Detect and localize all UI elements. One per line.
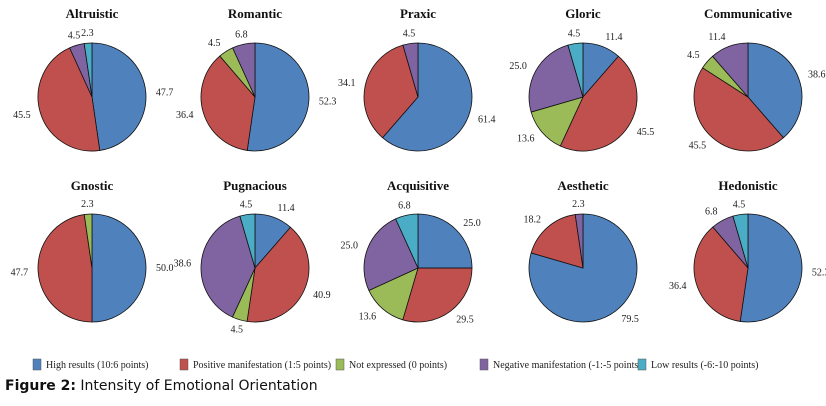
data-label: 25.0: [463, 218, 481, 229]
pie-slice: [83, 42, 93, 98]
pie-slice: [402, 267, 473, 323]
data-label: 4.5: [68, 31, 81, 42]
caption-label: Figure 2:: [5, 378, 76, 394]
pie-title: Romantic: [228, 6, 282, 21]
data-label: 36.4: [176, 110, 194, 121]
data-label: 45.5: [637, 127, 655, 138]
pie-slice: [83, 213, 93, 269]
pie-title: Hedonistic: [718, 178, 777, 193]
legend-label: Negative manifestation (-1:-5 points): [493, 360, 642, 371]
pie-slice: [37, 214, 93, 323]
pie-slice: [711, 42, 749, 99]
pie-slice: [574, 213, 584, 269]
pie-slice: [739, 213, 803, 323]
data-label: 2.3: [81, 199, 94, 210]
pie-slice: [402, 42, 419, 98]
legend-swatch: [32, 358, 42, 371]
pie-slice: [530, 214, 584, 269]
data-label: 25.0: [341, 241, 359, 252]
pie-title: Gloric: [565, 6, 601, 21]
pie-slice: [37, 47, 101, 152]
data-label: 4.5: [687, 50, 700, 61]
legend-label: High results (10:6 points): [46, 360, 149, 371]
data-label: 4.5: [208, 38, 221, 49]
data-label: 34.1: [338, 78, 356, 89]
pie-slice: [417, 213, 473, 269]
data-label: 13.6: [517, 134, 535, 145]
data-label: 45.5: [13, 110, 31, 121]
data-label: 11.4: [277, 203, 294, 214]
pie-slice: [747, 42, 803, 139]
pie-title: Pugnacious: [223, 178, 287, 193]
data-label: 47.7: [11, 268, 29, 279]
pie-slice: [91, 213, 147, 323]
pie-slice: [528, 44, 584, 113]
data-label: 4.5: [568, 29, 581, 40]
pie-slice: [246, 42, 310, 152]
caption-text: Intensity of Emotional Orientation: [75, 378, 318, 394]
figure-caption: Figure 2: Intensity of Emotional Orienta…: [5, 378, 318, 394]
pie-slice: [91, 42, 147, 151]
pie-slice: [567, 42, 584, 98]
data-label: 13.6: [359, 311, 377, 322]
pie-slice: [732, 213, 749, 269]
pie-slice: [381, 42, 473, 152]
data-label: 11.4: [605, 32, 622, 43]
pie-title: Altruistic: [66, 6, 119, 21]
data-label: 18.2: [523, 215, 541, 226]
pie-title: Aesthetic: [557, 178, 608, 193]
pie-slice: [232, 42, 256, 98]
data-label: 52.3: [319, 97, 337, 108]
data-label: 6.8: [705, 207, 718, 218]
data-label: 2.3: [572, 199, 585, 210]
pie-slice: [200, 55, 256, 151]
data-label: 38.6: [174, 258, 192, 269]
data-label: 4.5: [403, 29, 416, 40]
pie-slice: [363, 218, 419, 292]
pie-title: Praxic: [400, 6, 436, 21]
data-label: 4.5: [733, 200, 746, 211]
data-label: 38.6: [808, 70, 826, 81]
data-label: 2.3: [81, 28, 94, 39]
legend-swatch: [335, 358, 345, 371]
data-label: 40.9: [313, 290, 331, 301]
data-label: 45.5: [689, 140, 707, 151]
data-label: 29.5: [456, 314, 474, 325]
pie-slice: [200, 215, 256, 318]
legend-swatch: [179, 358, 189, 371]
data-label: 36.4: [669, 281, 687, 292]
pie-slice: [363, 44, 419, 139]
legend-label: Positive manifestation (1:5 points): [193, 360, 331, 371]
legend-label: Not expressed (0 points): [349, 360, 447, 371]
data-label: 50.0: [156, 263, 174, 274]
pie-title: Communicative: [704, 6, 792, 21]
legend-swatch: [479, 358, 489, 371]
legend-swatch: [637, 358, 647, 371]
data-label: 11.4: [708, 32, 725, 43]
data-label: 25.0: [509, 61, 527, 72]
data-label: 6.8: [235, 29, 248, 40]
pie-slice: [395, 213, 419, 269]
legend-label: Low results (-6:-10 points): [651, 360, 759, 371]
data-label: 6.8: [398, 200, 411, 211]
data-label: 52.3: [812, 268, 826, 279]
data-label: 4.5: [230, 324, 243, 335]
data-label: 79.5: [621, 314, 639, 325]
pie-title: Gnostic: [71, 178, 114, 193]
pie-slice: [693, 226, 749, 322]
pie-slice: [559, 55, 638, 152]
pie-slice: [246, 226, 310, 323]
data-label: 61.4: [478, 114, 496, 125]
data-label: 47.7: [156, 87, 174, 98]
pie-slice: [239, 213, 256, 269]
pie-title: Acquisitive: [387, 178, 449, 193]
pie-slice: [693, 67, 785, 152]
data-label: 4.5: [240, 200, 253, 211]
